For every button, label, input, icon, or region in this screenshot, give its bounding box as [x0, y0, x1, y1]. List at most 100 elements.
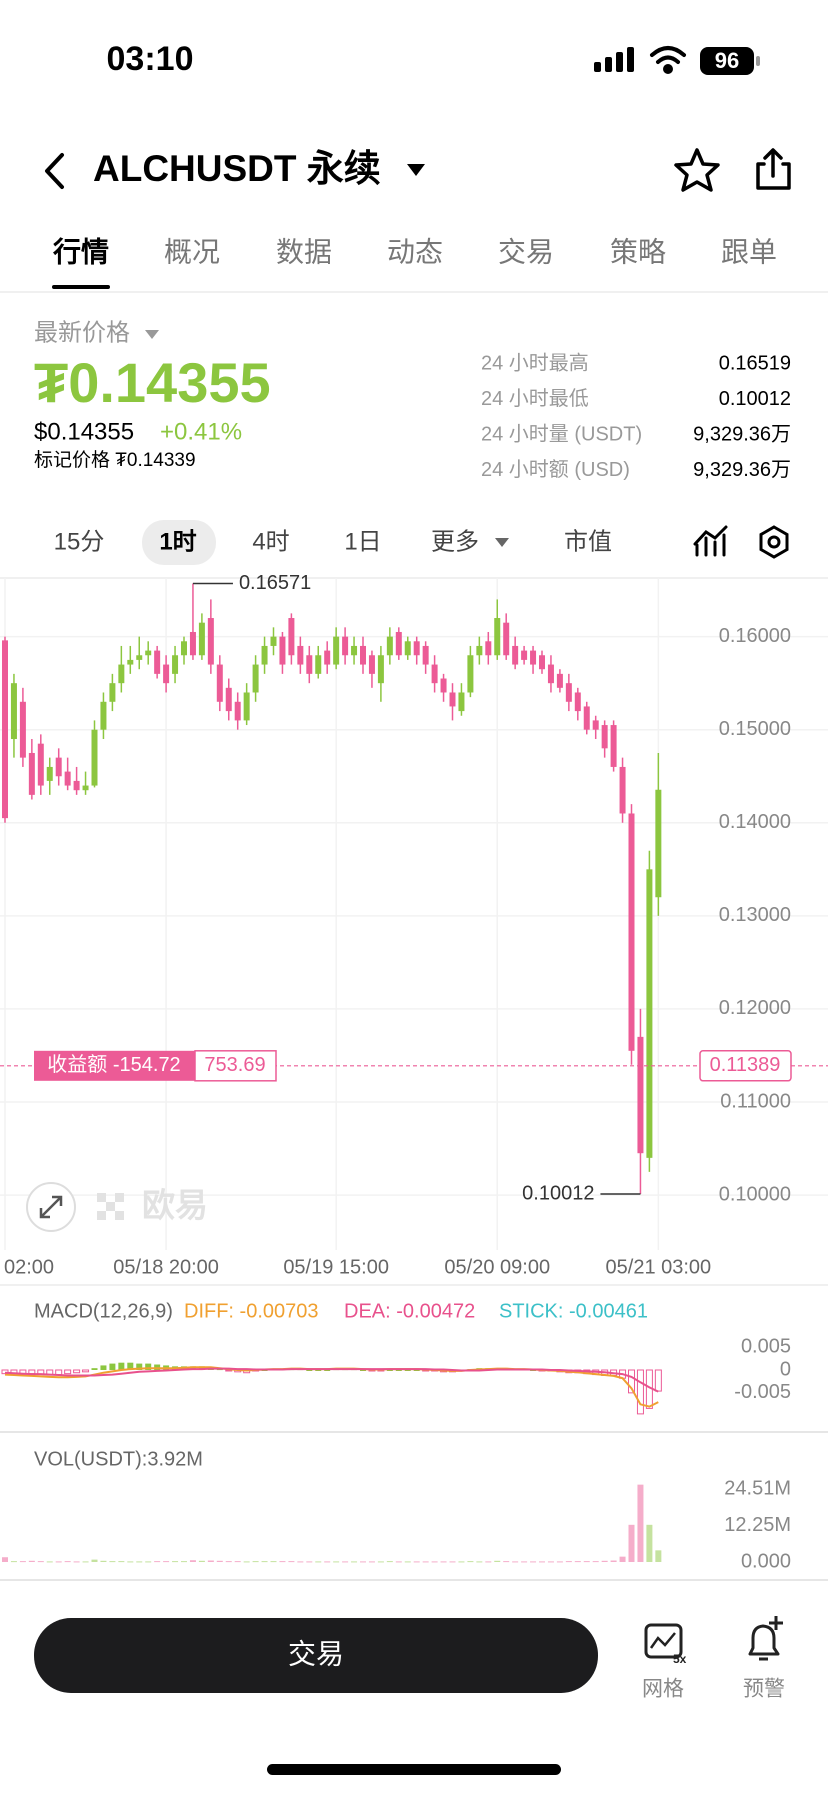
volume-bar [261, 1561, 268, 1563]
position-tag[interactable] [34, 1050, 195, 1081]
volume-bar [377, 1561, 384, 1563]
macd-stick [306, 1370, 313, 1371]
volume-bar [216, 1560, 223, 1562]
candle-body [136, 655, 143, 660]
timeframe[interactable]: 1日 [344, 528, 381, 555]
volume-bar [10, 1561, 17, 1563]
volume-label: VOL(USDT):3.92M [34, 1448, 203, 1470]
candle-body [377, 655, 384, 684]
tab[interactable]: 策略 [610, 236, 666, 267]
candle-body [440, 678, 447, 693]
grid-label[interactable]: 网格 [642, 1678, 684, 1701]
volume-bar [404, 1561, 411, 1563]
timeframe[interactable]: 市值 [564, 528, 612, 555]
price-label[interactable]: 最新价格 [34, 319, 130, 346]
volume-bar [252, 1561, 259, 1563]
volume-bar [601, 1560, 608, 1562]
home-indicator [267, 1764, 561, 1775]
volume-bar [163, 1561, 170, 1563]
candle-body [521, 650, 528, 660]
candle-body [28, 752, 35, 795]
candle-body [207, 618, 214, 665]
volume-bar [55, 1561, 62, 1563]
tab[interactable]: 数据 [276, 236, 332, 267]
price-tag-label: 0.11389 [710, 1054, 781, 1076]
macd-tick-label: -0.005 [734, 1381, 791, 1403]
tab[interactable]: 动态 [387, 236, 443, 267]
volume-bar [449, 1561, 456, 1563]
candle-body [485, 641, 492, 656]
candle-body [655, 789, 662, 898]
tab[interactable]: 交易 [498, 236, 554, 267]
page-title[interactable]: ALCHUSDT 永续 [93, 148, 381, 189]
candle-body [145, 650, 152, 656]
volume-bar [109, 1561, 116, 1563]
candle-body [261, 645, 268, 665]
macd-stick [404, 1370, 411, 1371]
volume-bar [351, 1561, 358, 1563]
x-tick-label: 05/21 03:00 [606, 1256, 712, 1278]
candle-body [109, 683, 116, 702]
title-dropdown[interactable] [407, 164, 425, 176]
position-label[interactable]: 收益额 -154.72 [47, 1053, 180, 1076]
timeframe[interactable]: 4时 [252, 528, 289, 555]
volume-bar [592, 1561, 599, 1563]
timeframe-selected-bg [142, 520, 216, 565]
volume-bar [37, 1561, 44, 1563]
macd-stick [315, 1370, 322, 1371]
price-label-dropdown[interactable] [145, 330, 159, 339]
grid-icon[interactable] [644, 1623, 683, 1659]
timeframe[interactable]: 15分 [54, 528, 105, 555]
candle-body [279, 636, 286, 665]
tab-underline [52, 285, 110, 289]
volume-bar [306, 1561, 313, 1563]
volume-bar [386, 1561, 393, 1563]
candle-body [539, 655, 545, 670]
x-tick-label: 05/20 09:00 [444, 1256, 550, 1278]
macd-stick [628, 1369, 635, 1394]
volume-bar [127, 1561, 134, 1563]
favorite-button[interactable] [674, 148, 720, 192]
candle-body [225, 687, 232, 712]
alert-icon[interactable] [748, 1624, 780, 1661]
signal-icon [594, 47, 634, 72]
macd-stick [100, 1365, 107, 1370]
more-dropdown[interactable] [495, 538, 509, 547]
volume-bar [530, 1561, 537, 1563]
y-tick-label: 0.10000 [719, 1183, 791, 1205]
settings-button[interactable] [759, 525, 789, 559]
candle-body [234, 701, 241, 721]
candle-body [583, 706, 590, 730]
candle-body [10, 683, 17, 740]
candle-body [342, 636, 349, 656]
battery-icon [700, 47, 754, 75]
tab[interactable]: 概况 [164, 236, 220, 267]
back-button[interactable] [45, 153, 64, 189]
trade-button[interactable] [34, 1618, 598, 1693]
volume-bar [485, 1561, 492, 1563]
trade-button-label[interactable]: 交易 [288, 1638, 344, 1669]
volume-bar [91, 1559, 98, 1562]
timeframe[interactable]: 更多 [431, 528, 479, 555]
macd-stick [91, 1368, 98, 1370]
tab[interactable]: 行情 [52, 235, 109, 267]
candle-body [73, 780, 80, 791]
volume-bar [136, 1561, 143, 1563]
candle-body [494, 618, 501, 656]
volume-bar [279, 1561, 286, 1563]
macd-stick [118, 1362, 125, 1370]
position-value-tag[interactable] [194, 1050, 277, 1082]
candle-body [324, 650, 331, 665]
position-value[interactable]: 753.69 [204, 1054, 265, 1076]
share-button[interactable] [756, 148, 791, 190]
volume-bar [207, 1560, 214, 1562]
alert-label[interactable]: 预警 [743, 1678, 785, 1701]
candle-body [216, 664, 223, 702]
tab[interactable]: 跟单 [721, 236, 777, 267]
candle-body [55, 757, 62, 777]
last-price: ₮0.14355 [34, 351, 271, 414]
timeframe[interactable]: 1时 [159, 528, 196, 555]
indicator-button[interactable] [693, 525, 728, 557]
candle-body [163, 664, 170, 684]
